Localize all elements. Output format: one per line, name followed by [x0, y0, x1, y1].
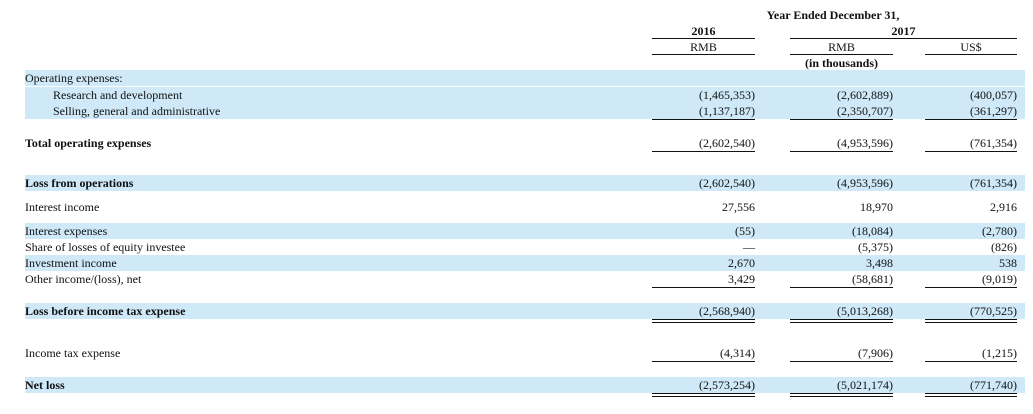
cell-value: (5,021,174): [837, 378, 893, 392]
underline: [925, 319, 1017, 320]
underline: [790, 322, 893, 323]
cell-value: (4,953,596): [837, 176, 893, 190]
underline: [652, 361, 755, 362]
cell-value: (2,780): [982, 224, 1017, 238]
underline: [925, 361, 1017, 362]
cell-value: (1,215): [982, 346, 1017, 360]
underline: [925, 393, 1017, 394]
cell-value: (2,350,707): [837, 104, 893, 118]
row-background: [25, 303, 1025, 319]
cell-value: 2,916: [990, 200, 1017, 214]
header-rule: [652, 38, 755, 39]
underline: [790, 393, 893, 394]
row-background: [25, 223, 1025, 239]
row-background: [25, 70, 1025, 86]
row-label: Investment income: [25, 256, 117, 270]
unit-header: (in thousands): [804, 56, 879, 70]
cell-value: (4,953,596): [837, 136, 893, 150]
row-label: Share of losses of equity investee: [25, 240, 186, 254]
underline: [652, 119, 755, 120]
row-label: Total operating expenses: [25, 136, 152, 150]
year-header: 2017: [891, 24, 916, 38]
cell-value: (770,525): [970, 304, 1017, 318]
year-header: 2016: [691, 24, 716, 38]
cell-value: (2,602,540): [699, 176, 755, 190]
underline: [652, 396, 755, 397]
cell-value: (1,465,353): [699, 88, 755, 102]
cell-value: 27,556: [722, 200, 755, 214]
currency-header: US$: [960, 40, 982, 54]
currency-header: RMB: [690, 40, 717, 54]
underline: [790, 287, 893, 288]
row-background: [25, 255, 1025, 271]
cell-value: 538: [999, 256, 1017, 270]
cell-value: (7,906): [858, 346, 893, 360]
underline: [652, 319, 755, 320]
row-label: Loss from operations: [25, 176, 134, 190]
underline: [652, 151, 755, 152]
period-header: Year Ended December 31,: [766, 8, 900, 22]
cell-value: (400,057): [970, 88, 1017, 102]
row-background: [25, 175, 1025, 191]
cell-value: (5,375): [858, 240, 893, 254]
cell-value: (361,297): [970, 104, 1017, 118]
cell-value: —: [743, 240, 755, 254]
underline: [790, 319, 893, 320]
row-label: Loss before income tax expense: [25, 304, 186, 318]
row-label: Interest expenses: [25, 224, 108, 238]
cell-value: (761,354): [970, 136, 1017, 150]
cell-value: (2,602,540): [699, 136, 755, 150]
cell-value: (826): [991, 240, 1017, 254]
cell-value: 2,670: [728, 256, 755, 270]
row-background: [25, 87, 1025, 103]
row-label: Selling, general and administrative: [53, 104, 221, 118]
underline: [790, 396, 893, 397]
underline: [925, 119, 1017, 120]
currency-header: RMB: [828, 40, 855, 54]
underline: [790, 361, 893, 362]
row-label: Research and development: [53, 88, 183, 102]
underline: [925, 151, 1017, 152]
row-label: Net loss: [25, 378, 65, 392]
underline: [790, 151, 893, 152]
cell-value: (9,019): [982, 272, 1017, 286]
row-label: Operating expenses:: [25, 71, 123, 85]
cell-value: (761,354): [970, 176, 1017, 190]
row-background: [25, 377, 1025, 393]
row-label: Other income/(loss), net: [25, 272, 142, 286]
cell-value: 3,429: [728, 272, 755, 286]
cell-value: (58,681): [852, 272, 893, 286]
underline: [925, 396, 1017, 397]
row-label: Income tax expense: [25, 346, 121, 360]
cell-value: (1,137,187): [699, 104, 755, 118]
cell-value: (5,013,268): [837, 304, 893, 318]
underline: [652, 393, 755, 394]
underline: [925, 287, 1017, 288]
header-rule: [925, 54, 1017, 55]
underline: [652, 322, 755, 323]
row-label: Interest income: [25, 200, 100, 214]
underline: [925, 322, 1017, 323]
header-rule: [790, 38, 1017, 39]
cell-value: (4,314): [720, 346, 755, 360]
row-background: [25, 103, 1025, 119]
underline: [790, 119, 893, 120]
header-rule: [652, 54, 755, 55]
cell-value: (2,568,940): [699, 304, 755, 318]
cell-value: 3,498: [866, 256, 893, 270]
cell-value: 18,970: [860, 200, 893, 214]
header-rule: [790, 54, 893, 55]
underline: [652, 287, 755, 288]
cell-value: (771,740): [970, 378, 1017, 392]
cell-value: (55): [735, 224, 755, 238]
cell-value: (2,573,254): [699, 378, 755, 392]
cell-value: (18,084): [852, 224, 893, 238]
cell-value: (2,602,889): [837, 88, 893, 102]
